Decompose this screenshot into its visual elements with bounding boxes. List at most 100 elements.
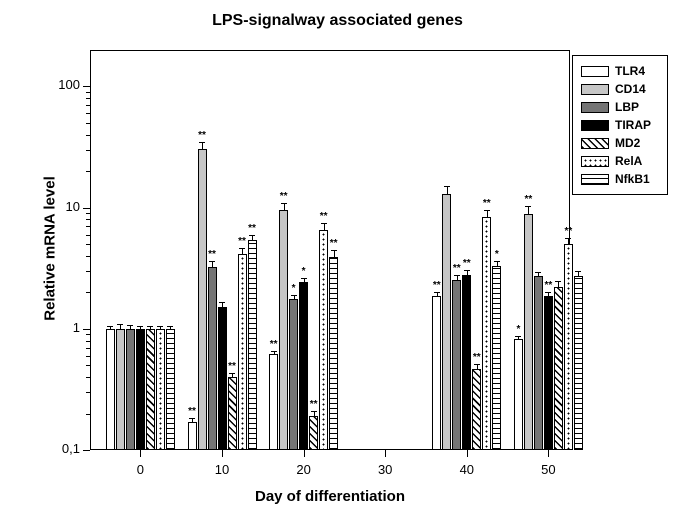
bar-TIRAP: [299, 282, 308, 450]
bar-LBP: [452, 280, 461, 450]
bar-RelA: [238, 254, 247, 450]
bar-MD2: [554, 287, 563, 450]
legend-swatch: [581, 138, 609, 149]
error-bar: [284, 203, 285, 211]
error-cap: [271, 351, 277, 352]
legend-item: CD14: [581, 80, 659, 98]
error-cap: [434, 292, 440, 293]
bar-NfkB1: [166, 329, 175, 450]
significance-marker: **: [270, 339, 278, 350]
significance-marker: **: [544, 280, 552, 291]
significance-marker: **: [524, 194, 532, 205]
error-cap: [454, 275, 460, 276]
legend-label: LBP: [615, 100, 639, 114]
error-cap: [291, 295, 297, 296]
error-cap: [331, 250, 337, 251]
legend-swatch: [581, 102, 609, 113]
y-axis-label: Relative mRNA level: [42, 159, 59, 339]
error-cap: [219, 302, 225, 303]
error-bar: [447, 186, 448, 194]
y-minor-tick: [86, 213, 90, 214]
legend-item: TLR4: [581, 62, 659, 80]
bar-TIRAP: [218, 307, 227, 450]
bar-MD2: [309, 416, 318, 450]
y-minor-tick: [86, 135, 90, 136]
error-cap: [147, 326, 153, 327]
significance-marker: *: [292, 283, 296, 294]
bar-CD14: [116, 329, 125, 450]
significance-marker: **: [248, 223, 256, 234]
error-cap: [281, 203, 287, 204]
bar-RelA: [319, 230, 328, 450]
y-tick-label: 10: [42, 199, 80, 214]
legend-item: MD2: [581, 134, 659, 152]
error-cap: [249, 235, 255, 236]
x-tick: [385, 450, 386, 457]
legend-label: TLR4: [615, 64, 645, 78]
legend-item: NfkB1: [581, 170, 659, 188]
error-cap: [301, 278, 307, 279]
bar-MD2: [146, 329, 155, 450]
y-minor-tick: [86, 235, 90, 236]
bar-MD2: [472, 369, 481, 450]
bar-NfkB1: [248, 240, 257, 450]
significance-marker: **: [320, 211, 328, 222]
error-cap: [494, 261, 500, 262]
legend-label: CD14: [615, 82, 646, 96]
bar-RelA: [482, 217, 491, 450]
error-cap: [474, 364, 480, 365]
y-minor-tick: [86, 150, 90, 151]
bar-NfkB1: [574, 276, 583, 450]
x-tick: [140, 450, 141, 457]
x-tick: [222, 450, 223, 457]
error-bar: [487, 210, 488, 217]
bar-MD2: [228, 377, 237, 450]
y-tick-label: 100: [42, 77, 80, 92]
significance-marker: **: [208, 249, 216, 260]
legend: TLR4 CD14 LBP TIRAP MD2 RelA NfkB1: [572, 55, 668, 195]
significance-marker: **: [310, 399, 318, 410]
error-cap: [229, 373, 235, 374]
x-tick: [304, 450, 305, 457]
legend-item: LBP: [581, 98, 659, 116]
x-tick: [548, 450, 549, 457]
bar-TLR4: [106, 329, 115, 450]
x-tick-label: 10: [215, 462, 229, 477]
y-minor-tick: [86, 105, 90, 106]
y-minor-tick: [86, 171, 90, 172]
error-cap: [484, 210, 490, 211]
bar-LBP: [534, 276, 543, 450]
y-minor-tick: [86, 334, 90, 335]
bar-TIRAP: [544, 296, 553, 450]
error-cap: [107, 326, 113, 327]
y-minor-tick: [86, 271, 90, 272]
error-cap: [464, 270, 470, 271]
y-tick-label: 0,1: [42, 441, 80, 456]
x-tick-label: 50: [541, 462, 555, 477]
y-tick: [83, 329, 90, 330]
error-cap: [515, 336, 521, 337]
y-minor-tick: [86, 356, 90, 357]
significance-marker: **: [463, 258, 471, 269]
bar-LBP: [126, 329, 135, 450]
y-minor-tick: [86, 292, 90, 293]
bar-TLR4: [432, 296, 441, 450]
y-minor-tick: [86, 365, 90, 366]
error-bar: [324, 223, 325, 230]
legend-swatch: [581, 174, 609, 185]
x-tick-label: 30: [378, 462, 392, 477]
significance-marker: *: [495, 249, 499, 260]
significance-marker: **: [228, 361, 236, 372]
error-cap: [167, 326, 173, 327]
y-tick: [83, 86, 90, 87]
bar-LBP: [289, 299, 298, 450]
error-cap: [555, 281, 561, 282]
legend-label: RelA: [615, 154, 642, 168]
bar-CD14: [524, 214, 533, 450]
error-cap: [575, 271, 581, 272]
error-cap: [137, 326, 143, 327]
legend-label: MD2: [615, 136, 640, 150]
y-minor-tick: [86, 377, 90, 378]
bar-RelA: [156, 329, 165, 450]
legend-item: TIRAP: [581, 116, 659, 134]
